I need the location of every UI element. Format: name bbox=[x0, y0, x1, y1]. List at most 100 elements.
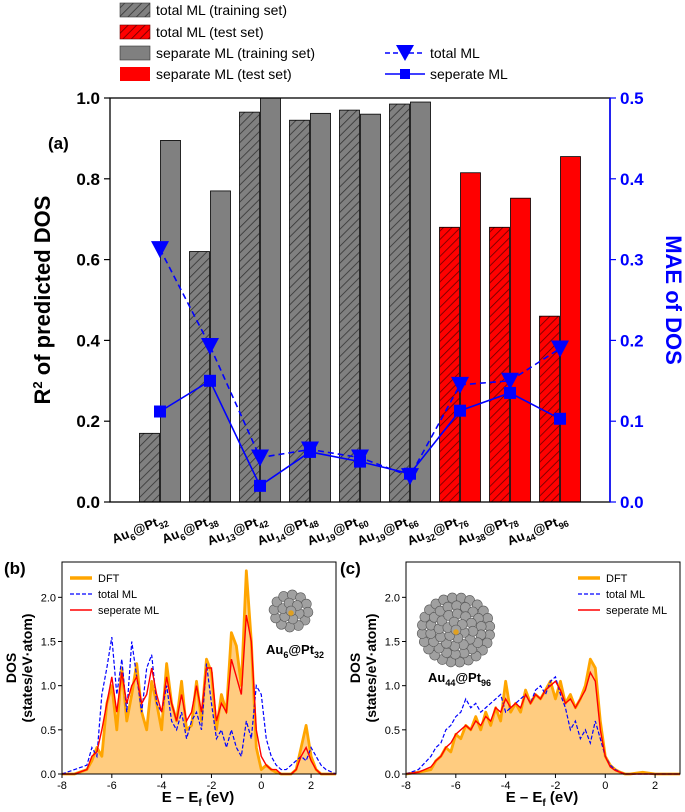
total-ml-line bbox=[405, 675, 680, 775]
x-tick-label: -2 bbox=[207, 780, 217, 792]
atom-au bbox=[453, 629, 459, 635]
bar-separate-8 bbox=[560, 156, 581, 503]
ticks-b: -8 -6 -4 -2 0 2 0.0 0.5 1.0 1.5 2.0 bbox=[41, 592, 314, 792]
x-tick-label: 0 bbox=[602, 780, 608, 792]
y-tick-label: 0.5 bbox=[385, 725, 400, 737]
tick-sub1: 14 bbox=[274, 532, 287, 545]
left-tick-label: 0.8 bbox=[76, 170, 100, 189]
dft-fill bbox=[406, 659, 680, 774]
x-tick-label-6: Au32@Pt76 bbox=[405, 511, 470, 551]
legend-label-line-total: total ML bbox=[430, 45, 480, 61]
bar-total-5 bbox=[389, 103, 410, 503]
left-tick-label: 0.6 bbox=[76, 251, 100, 270]
tick-sub1: 32 bbox=[424, 532, 437, 545]
legend-b-sep: seperate ML bbox=[98, 605, 159, 617]
right-tick-label: 0.5 bbox=[620, 89, 644, 108]
atom-au bbox=[288, 610, 294, 616]
tick-mid: @Pt bbox=[130, 514, 160, 538]
x-tick-label: -4 bbox=[157, 780, 167, 792]
tick-sub2: 78 bbox=[507, 518, 520, 531]
legend: total ML (training set) total ML (test s… bbox=[119, 2, 508, 82]
tick-sub2: 60 bbox=[357, 518, 370, 531]
tick-sub2: 48 bbox=[307, 518, 320, 531]
left-tick-label: 0.2 bbox=[76, 412, 100, 431]
y-axis-label-c-1: DOS bbox=[347, 653, 363, 683]
tick-sub2: 42 bbox=[257, 518, 270, 531]
tick-sub2: 38 bbox=[207, 518, 220, 531]
panel-a: 0.0 0.2 0.4 0.6 0.8 1.0 0.0 0.1 0.2 0.3 0.4 0.5 Au… bbox=[30, 2, 685, 551]
y-tick-label: 0.0 bbox=[41, 769, 56, 781]
tick-main: Au bbox=[255, 528, 277, 548]
marker-total-0 bbox=[151, 241, 169, 259]
separate-ml-line bbox=[405, 670, 680, 775]
bar-separate-0 bbox=[160, 140, 181, 503]
panel-label-a: (a) bbox=[48, 134, 69, 153]
y-tick-label: 1.0 bbox=[41, 681, 56, 693]
bar-separate-2 bbox=[260, 97, 281, 503]
legend-c-total: total ML bbox=[606, 589, 645, 601]
legend-swatch-total-test bbox=[119, 24, 151, 40]
bar-series bbox=[139, 97, 581, 503]
marker-separate-8 bbox=[554, 412, 566, 425]
marker-separate-0 bbox=[154, 405, 166, 418]
marker-separate-4 bbox=[354, 455, 366, 468]
tick-sub2: 76 bbox=[457, 518, 470, 531]
y-axis-label-right: MAE of DOS bbox=[661, 235, 685, 365]
legend-c-sep: seperate ML bbox=[606, 605, 667, 617]
y-axis-label-left: R2 of predicted DOS bbox=[30, 196, 55, 405]
dft-fill bbox=[62, 570, 336, 774]
y-tick-label: 1.5 bbox=[385, 637, 400, 649]
marker-separate-5 bbox=[404, 467, 416, 480]
bar-separate-7 bbox=[510, 197, 531, 503]
y-tick-label: 0.0 bbox=[385, 769, 400, 781]
legend-label-total-train: total ML (training set) bbox=[156, 2, 287, 18]
tick-sub2: 32 bbox=[157, 518, 170, 531]
ticks-c: -8 -6 -4 -2 0 2 0.0 0.5 1.0 1.5 2.0 bbox=[385, 592, 658, 792]
tick-sub1: 44 bbox=[524, 532, 537, 545]
legend-label-total-test: total ML (test set) bbox=[156, 24, 264, 40]
y-tick-label: 1.0 bbox=[385, 681, 400, 693]
x-tick-label: -2 bbox=[551, 780, 561, 792]
plot-frame bbox=[109, 97, 611, 503]
marker-total-2 bbox=[251, 449, 269, 467]
tick-sub2: 66 bbox=[407, 518, 420, 531]
atom-11 bbox=[302, 606, 314, 618]
x-tick-label: -4 bbox=[501, 780, 511, 792]
y-tick-label: 1.5 bbox=[41, 637, 56, 649]
dos-plot-c bbox=[405, 657, 680, 776]
legend-c: DFT total ML seperate ML bbox=[578, 573, 667, 617]
line-series bbox=[151, 241, 569, 492]
bar-total-4 bbox=[339, 109, 360, 503]
panel-b: -8 -6 -4 -2 0 2 0.0 0.5 1.0 1.5 2.0 (b) DOS (state… bbox=[3, 559, 337, 809]
x-tick-label: 2 bbox=[308, 780, 314, 792]
legend-swatch-total-train bbox=[119, 2, 151, 18]
marker-separate-7 bbox=[504, 386, 516, 399]
tick-main: Au bbox=[305, 528, 327, 548]
marker-separate-1 bbox=[204, 374, 216, 387]
marker-separate-6 bbox=[454, 404, 466, 417]
right-tick-label: 0.2 bbox=[620, 331, 644, 350]
legend-marker-triangle bbox=[396, 45, 414, 61]
x-tick-label-0: Au6@Pt32 bbox=[110, 511, 171, 549]
y-axis-label-b-2: (states/eV·atom) bbox=[19, 614, 35, 723]
x-axis-label-b: E – Ef (eV) bbox=[162, 789, 235, 807]
x-tick-label: -6 bbox=[107, 780, 117, 792]
x-tick-label: -8 bbox=[401, 780, 411, 792]
tick-mid: @Pt bbox=[530, 514, 560, 538]
cluster-label-c: Au44@Pt96 bbox=[428, 670, 491, 688]
tick-main: Au bbox=[355, 528, 377, 548]
panel-label-c: (c) bbox=[340, 559, 361, 578]
legend-b-dft: DFT bbox=[98, 573, 120, 585]
cluster-image-c bbox=[416, 592, 496, 668]
y-tick-label: 2.0 bbox=[41, 592, 56, 604]
tick-main: Au bbox=[160, 526, 182, 546]
x-tick-label: 0 bbox=[258, 780, 264, 792]
marker-separate-3 bbox=[304, 445, 316, 458]
tick-main: Au bbox=[405, 528, 427, 548]
right-tick-label: 0.4 bbox=[620, 170, 644, 189]
cluster-image-b bbox=[268, 589, 314, 633]
left-tick-label: 0.4 bbox=[76, 331, 100, 350]
x-tick-label: -6 bbox=[451, 780, 461, 792]
marker-total-1 bbox=[201, 338, 219, 356]
legend-c-dft: DFT bbox=[606, 573, 628, 585]
